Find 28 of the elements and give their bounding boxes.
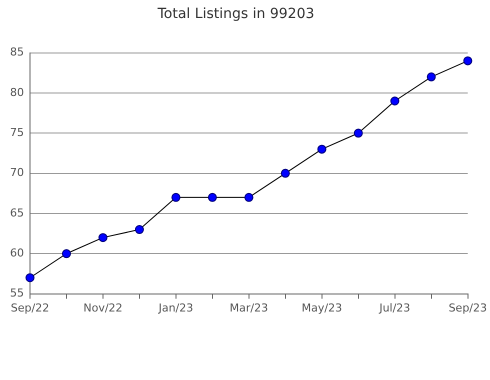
point — [390, 96, 400, 106]
y-tick-label: 60 — [10, 246, 24, 260]
x-tick-label: Nov/22 — [83, 301, 123, 314]
point — [134, 225, 144, 234]
point — [426, 72, 436, 82]
x-tick-label: Mar/23 — [230, 301, 268, 314]
point — [354, 128, 363, 138]
x-tick-label: Sep/23 — [448, 301, 487, 314]
point — [171, 192, 180, 202]
point — [280, 168, 290, 178]
y-tick-label: 65 — [10, 206, 24, 220]
y-tick-label: 55 — [10, 286, 24, 300]
point — [62, 249, 71, 258]
y-tick-label: 70 — [10, 166, 24, 180]
point — [25, 273, 34, 282]
y-tick-label: 75 — [10, 126, 24, 139]
x-tick-label: Sep/22 — [10, 301, 50, 314]
chart-title: Total Listings in 99203 — [156, 6, 314, 22]
point — [317, 144, 326, 154]
point — [244, 192, 254, 202]
point — [98, 233, 108, 242]
x-tick-label: Jul/23 — [378, 301, 410, 314]
x-tick-label: Jan/23 — [158, 301, 194, 314]
point — [463, 56, 472, 66]
y-tick-label: 80 — [10, 86, 24, 99]
x-tick-label: May/23 — [302, 301, 342, 314]
point — [208, 192, 217, 202]
y-tick-label: 85 — [10, 46, 24, 59]
